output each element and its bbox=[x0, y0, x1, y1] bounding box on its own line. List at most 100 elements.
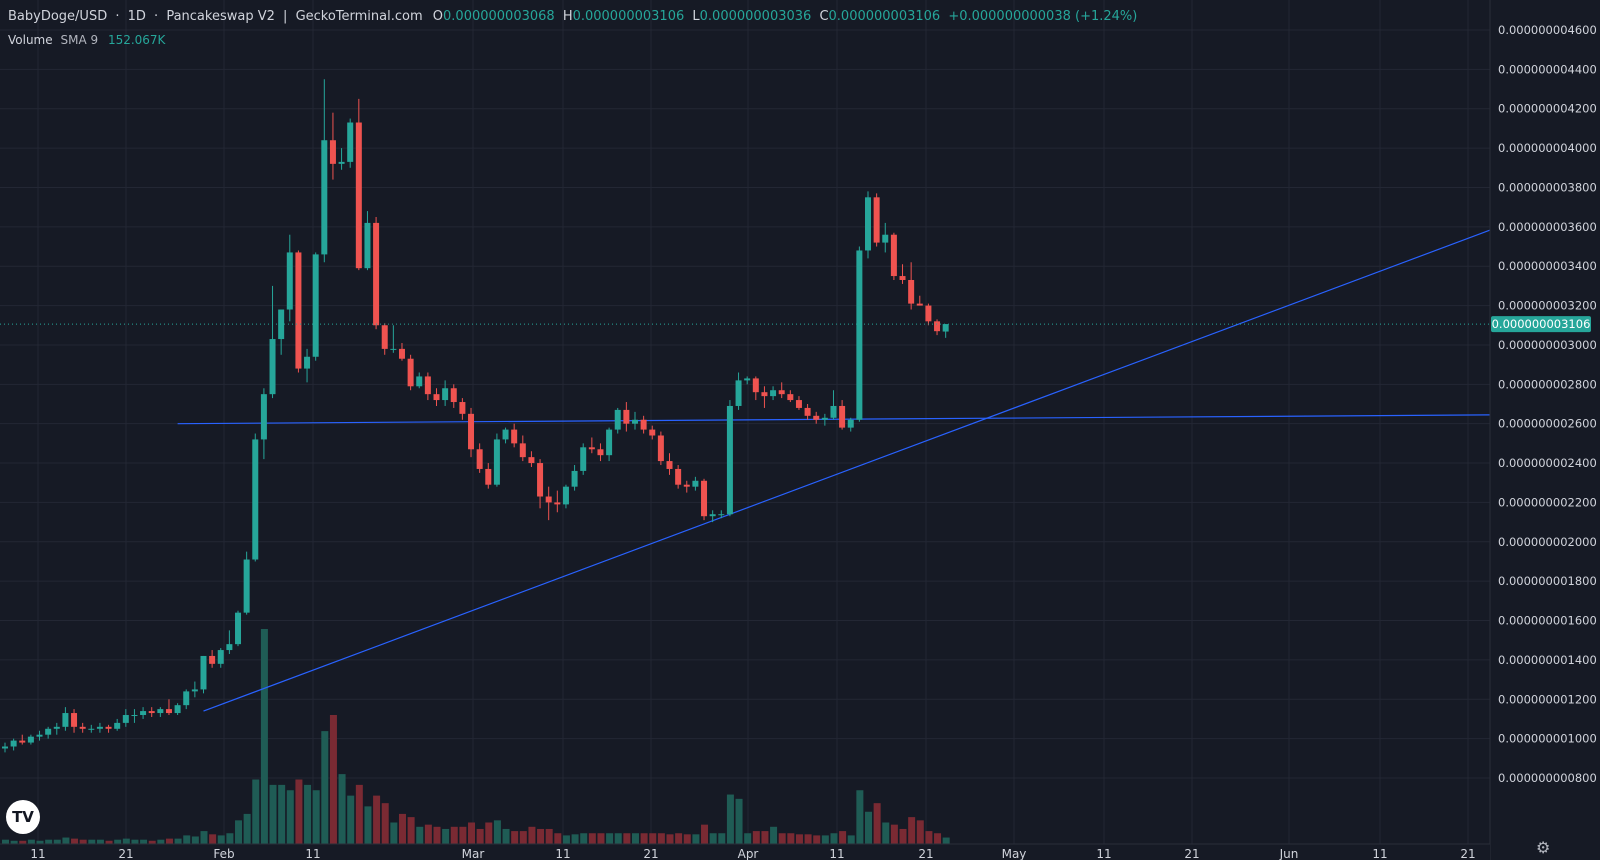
candle-body bbox=[191, 689, 198, 692]
candle-body bbox=[657, 435, 664, 462]
volume-bar bbox=[925, 831, 933, 844]
grid bbox=[0, 0, 1490, 844]
candle-body bbox=[36, 734, 43, 737]
candle-body bbox=[718, 514, 725, 516]
candle-body bbox=[407, 358, 414, 387]
candle-body bbox=[778, 390, 785, 395]
candle-body bbox=[537, 463, 544, 497]
candle-body bbox=[235, 612, 242, 645]
candle-body bbox=[105, 726, 112, 729]
candle-body bbox=[493, 439, 500, 485]
volume-bar bbox=[338, 774, 346, 844]
volume-bar bbox=[580, 833, 588, 844]
candle-body bbox=[71, 713, 78, 727]
volume-bar bbox=[813, 835, 821, 844]
candle-body bbox=[269, 339, 276, 395]
time-tick-label: 11 bbox=[555, 847, 570, 860]
volume-bar bbox=[10, 840, 18, 844]
volume-bar bbox=[752, 831, 760, 844]
open-value: 0.000000003068 bbox=[443, 9, 555, 24]
candle-body bbox=[865, 197, 871, 251]
volume-bar bbox=[718, 833, 726, 844]
volume-legend[interactable]: Volume SMA 9 152.067K bbox=[8, 33, 165, 47]
volume-bar bbox=[666, 834, 674, 844]
symbol-name[interactable]: BabyDoge/USD bbox=[8, 9, 108, 24]
volume-bar bbox=[468, 822, 476, 844]
volume-bar bbox=[304, 784, 312, 844]
volume-bar bbox=[908, 817, 916, 844]
volume-bar bbox=[571, 834, 579, 844]
candle-body bbox=[347, 122, 354, 162]
volume-bar bbox=[735, 798, 743, 844]
volume-bar bbox=[675, 833, 683, 844]
volume-bar bbox=[321, 731, 329, 844]
volume-bar bbox=[131, 839, 139, 844]
volume-bar bbox=[200, 831, 208, 844]
last-price-tag: 0.000000003106 bbox=[1491, 316, 1591, 333]
candle-body bbox=[562, 486, 569, 505]
candle-body bbox=[53, 726, 60, 729]
volume-bar bbox=[36, 840, 44, 844]
candle-body bbox=[459, 402, 466, 414]
volume-bar bbox=[157, 839, 165, 844]
volume-bar bbox=[96, 839, 104, 844]
candle-body bbox=[209, 655, 216, 664]
candle-body bbox=[165, 709, 172, 714]
last-price-tag-label: 0.000000003106 bbox=[1492, 317, 1591, 331]
volume-bar bbox=[683, 834, 691, 844]
volume-bar bbox=[79, 839, 87, 844]
candle-body bbox=[79, 726, 86, 729]
volume-bar bbox=[657, 833, 665, 844]
candle-body bbox=[338, 161, 345, 164]
candle-body bbox=[286, 252, 293, 310]
candle-body bbox=[88, 728, 95, 730]
volume-bar bbox=[709, 833, 717, 844]
candle-body bbox=[62, 713, 69, 727]
time-tick-label: 21 bbox=[118, 847, 133, 860]
volume-bar bbox=[787, 833, 795, 844]
volume-bar bbox=[71, 838, 79, 844]
volume-bar bbox=[640, 833, 648, 844]
volume-bar bbox=[761, 831, 769, 844]
volume-bar bbox=[278, 784, 286, 844]
volume-bar bbox=[53, 839, 61, 844]
gear-icon[interactable]: ⚙ bbox=[1536, 838, 1551, 857]
candle-body bbox=[580, 447, 587, 471]
candle-body bbox=[571, 470, 578, 487]
open-label: O bbox=[432, 9, 444, 24]
volume-bar bbox=[865, 811, 872, 844]
volume-bar bbox=[770, 826, 778, 844]
time-tick-label: 11 bbox=[305, 847, 320, 860]
volume-bar bbox=[649, 833, 657, 844]
candle-body bbox=[364, 222, 371, 269]
candle-body bbox=[252, 439, 259, 560]
volume-label[interactable]: Volume bbox=[8, 33, 53, 47]
candle-body bbox=[19, 740, 26, 743]
volume-bar bbox=[537, 828, 545, 844]
tradingview-logo[interactable]: TV bbox=[6, 800, 40, 834]
volume-bar bbox=[562, 835, 570, 844]
candle-body bbox=[588, 447, 595, 450]
exchange-label: Pancakeswap V2 bbox=[166, 9, 275, 24]
candle-body bbox=[744, 378, 751, 381]
candle-body bbox=[10, 740, 17, 747]
volume-bar bbox=[519, 831, 527, 844]
candle-body bbox=[476, 449, 483, 469]
candle-body bbox=[597, 449, 604, 456]
candle-body bbox=[485, 468, 492, 485]
candle-body bbox=[934, 321, 941, 332]
candle-body bbox=[614, 409, 621, 430]
symbol-legend[interactable]: BabyDoge/USD · 1D · Pancakeswap V2 | Gec… bbox=[8, 9, 1137, 24]
candle-body bbox=[683, 484, 690, 487]
price-tick-label: 0.000000003600 bbox=[1498, 220, 1597, 234]
price-tick-label: 0.000000001600 bbox=[1498, 614, 1597, 628]
interval-label[interactable]: 1D bbox=[127, 9, 146, 24]
candle-body bbox=[96, 726, 103, 729]
price-tick-label: 0.000000004200 bbox=[1498, 102, 1597, 116]
candle-body bbox=[735, 380, 742, 406]
volume-bar bbox=[433, 826, 441, 844]
volume-bar bbox=[140, 839, 148, 844]
price-tick-label: 0.000000002000 bbox=[1498, 535, 1597, 549]
